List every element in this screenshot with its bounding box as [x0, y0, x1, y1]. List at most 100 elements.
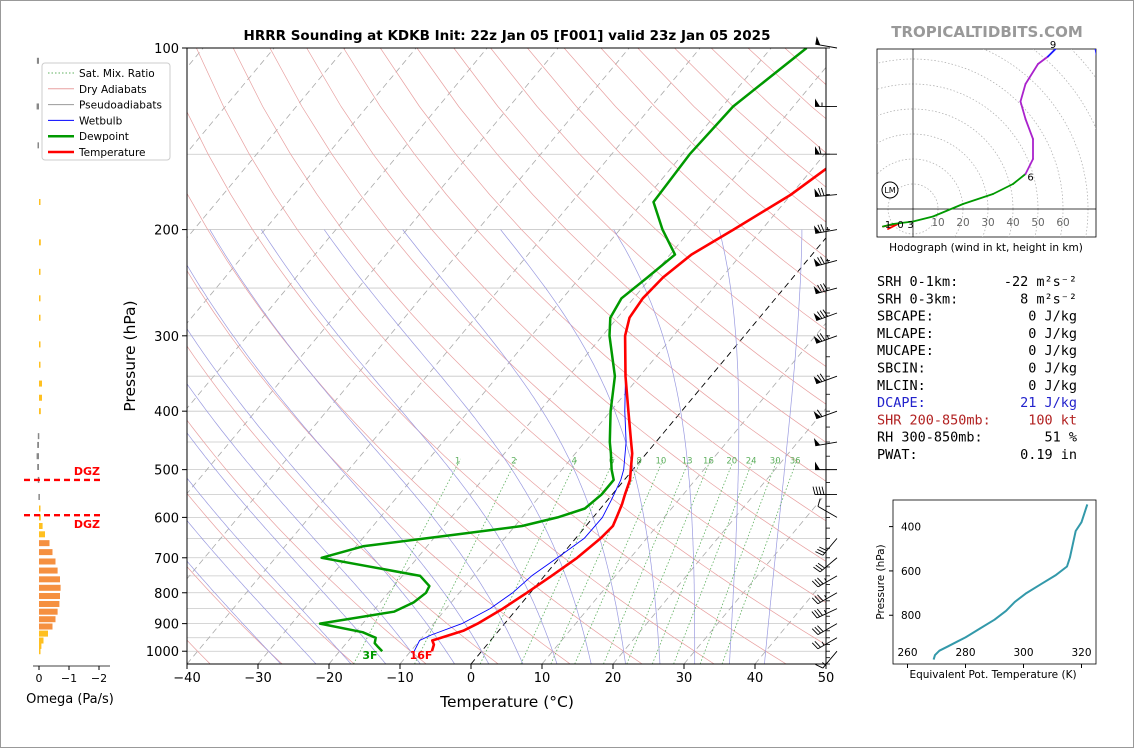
omega-bar: [39, 394, 42, 401]
barb-staff: [816, 335, 838, 344]
skewt-profiles: [318, 48, 826, 653]
barb-flag: [813, 376, 822, 384]
wind-barb: [813, 224, 838, 234]
barb-staff: [816, 375, 838, 385]
isotherm-line: [612, 407, 826, 664]
hodograph-frame: [876, 48, 1097, 238]
parameter-label: MLCAPE:: [877, 326, 934, 342]
chart-title: HRRR Sounding at KDKB Init: 22z Jan 05 […: [244, 28, 771, 44]
pseudoadiabat-line: [729, 651, 731, 664]
barb-full: [817, 224, 822, 233]
barb-full: [818, 146, 822, 155]
barb-half: [826, 334, 829, 340]
hodograph-segment: [992, 183, 1014, 195]
pseudoadiabat-line: [410, 650, 421, 664]
omega-bar: [37, 463, 39, 470]
parameter-value: 0 J/kg: [1028, 326, 1077, 342]
isotherm-line: [683, 492, 826, 664]
parameter-label: SBCAPE:: [877, 309, 934, 325]
y-tick-label: 900: [154, 618, 179, 633]
omega-bar: [39, 239, 41, 246]
parameter-value: 8 m²s⁻²: [1020, 291, 1077, 307]
barb-flag: [815, 461, 820, 470]
skewt-ylabel: Pressure (hPa): [121, 300, 139, 411]
pseudoadiabat-line: [187, 264, 482, 652]
dry-adiabat-line: [416, 48, 826, 443]
barb-full: [817, 284, 822, 293]
pseudoadiabat-line: [402, 229, 624, 652]
wind-barb: [811, 592, 838, 605]
barb-full: [819, 333, 826, 341]
x-tick-label: 10: [534, 671, 551, 686]
barb-full: [818, 486, 822, 495]
barb-full: [822, 309, 828, 317]
barb-full: [811, 611, 818, 619]
omega-x-tick-label: −1: [61, 672, 77, 685]
wind-barb: [815, 650, 838, 669]
wind-barb: [811, 637, 838, 650]
dry-adiabat-line: [187, 345, 499, 664]
dewpoint-profile-line: [318, 48, 808, 653]
pseudoadiabat-line: [268, 650, 281, 664]
omega-bar: [39, 584, 61, 591]
omega-x-tick-label: −2: [91, 672, 107, 685]
x-tick-label: −40: [173, 671, 200, 686]
pseudoadiabat-line: [623, 651, 626, 664]
pseudoadiabat-line: [718, 229, 740, 652]
dry-adiabat-line: [196, 48, 787, 664]
barb-half: [821, 641, 825, 646]
parameter-value: 100 kt: [1028, 412, 1077, 428]
hodograph-segment: [962, 193, 994, 205]
mixing-ratio-line: [574, 458, 664, 664]
surface-dewpoint-label: 3F: [362, 649, 377, 662]
omega-bar: [39, 549, 53, 556]
theta-e-xlabel: Equivalent Pot. Temperature (K): [909, 669, 1076, 681]
barb-half: [824, 595, 827, 599]
mixing-ratio-label: 1: [455, 456, 460, 466]
barb-full: [819, 310, 826, 318]
surface-temperature-label: 16F: [410, 649, 433, 662]
barb-full: [819, 373, 826, 381]
y-tick-label: 400: [154, 405, 179, 420]
mixing-ratio-line: [520, 458, 615, 664]
x-tick-label: 30: [676, 671, 693, 686]
omega-bar: [37, 433, 40, 440]
hodograph-ring-label: 10: [931, 217, 944, 229]
isotherm-line: [187, 48, 630, 580]
wind-barb: [813, 409, 838, 420]
mixing-ratio-line: [673, 458, 754, 664]
dry-adiabat-line: [187, 270, 571, 664]
barb-staff: [817, 592, 838, 605]
pseudoadiabat-line: [339, 650, 352, 664]
barb-full: [815, 664, 824, 669]
mixing-ratio-line: [721, 458, 798, 664]
barb-staff: [815, 194, 838, 197]
barb-full: [816, 374, 823, 382]
mixing-ratio-label: 2: [511, 456, 516, 466]
parameters-table: SRH 0-1km: -22 m²s⁻² SRH 0-3km: 8 m²s⁻² SBCA…: [877, 274, 1077, 463]
parameter-value: 21 J/kg: [1020, 395, 1077, 411]
pseudoadiabat-line: [500, 229, 660, 652]
barb-flag: [814, 188, 821, 197]
hodograph-caption: Hodograph (wind in kt, height in km): [889, 242, 1083, 254]
parameter-label: PWAT:: [877, 447, 918, 463]
barb-full: [811, 580, 819, 588]
wind-barb: [813, 437, 838, 447]
x-tick-label: 0: [467, 671, 475, 686]
y-tick-label: 500: [154, 464, 179, 479]
theta-e-ylabel: Pressure (hPa): [875, 544, 887, 619]
barb-full: [814, 579, 821, 586]
watermark: TROPICALTIDBITS.COM: [891, 23, 1083, 41]
dgz-label: DGZ: [74, 518, 100, 531]
mixing-ratio-line: [353, 458, 461, 664]
wind-barb: [813, 283, 838, 295]
hodograph-ring-label: 50: [1031, 217, 1044, 229]
barb-full: [817, 625, 824, 632]
hodograph-segment: [912, 215, 934, 223]
parameter-label: MUCAPE:: [877, 343, 934, 359]
hodograph-height-label: 1: [885, 220, 891, 231]
dry-adiabat-line: [187, 192, 643, 664]
omega-bar: [36, 453, 39, 460]
barb-full: [814, 641, 821, 648]
